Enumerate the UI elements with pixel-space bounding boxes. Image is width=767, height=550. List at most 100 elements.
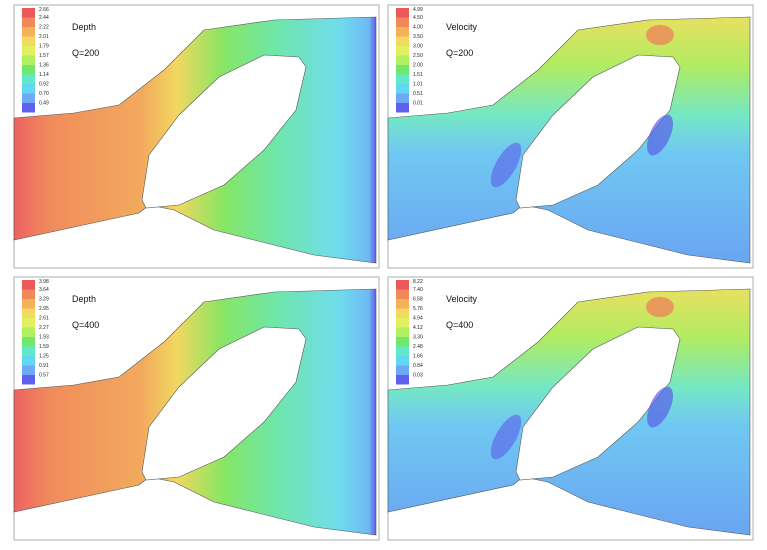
legend-label: 4.00 bbox=[413, 24, 423, 30]
panel-label: Q=400 bbox=[72, 320, 99, 330]
legend-swatch bbox=[22, 103, 35, 113]
legend-swatch bbox=[396, 103, 409, 113]
legend-label: 2.66 bbox=[39, 7, 49, 13]
legend-label: 4.12 bbox=[413, 325, 423, 331]
legend-label: 0.91 bbox=[39, 363, 49, 369]
legend-swatch bbox=[396, 356, 409, 366]
legend-label: 0.92 bbox=[39, 81, 49, 87]
legend-swatch bbox=[22, 375, 35, 385]
legend-label: 8.22 bbox=[413, 279, 423, 285]
legend-label: 0.03 bbox=[413, 372, 423, 378]
legend-label: 2.00 bbox=[413, 62, 423, 68]
legend-label: 1.66 bbox=[413, 353, 423, 359]
legend-label: 1.57 bbox=[39, 53, 49, 59]
legend-label: 5.76 bbox=[413, 306, 423, 312]
legend-swatch bbox=[396, 308, 409, 318]
legend-label: 1.36 bbox=[39, 62, 49, 68]
legend-label: 0.51 bbox=[413, 91, 423, 97]
panel-title: Depth bbox=[72, 294, 96, 304]
panel: 8.22 7.40 6.58 5.76 4.94 4.12 3.30 2.48 1.66 0.84… bbox=[387, 276, 754, 541]
legend-label: 6.58 bbox=[413, 296, 423, 302]
legend-swatch bbox=[396, 299, 409, 309]
panel-title: Depth bbox=[72, 22, 96, 32]
legend-swatch bbox=[396, 365, 409, 375]
legend-label: 0.57 bbox=[39, 372, 49, 378]
legend-label: 1.25 bbox=[39, 353, 49, 359]
legend-label: 3.64 bbox=[39, 287, 49, 293]
legend-label: 4.50 bbox=[413, 15, 423, 21]
legend-swatch bbox=[22, 93, 35, 103]
legend-swatch bbox=[22, 299, 35, 309]
legend-swatch bbox=[396, 74, 409, 84]
legend-swatch bbox=[396, 8, 409, 18]
legend-label: 4.99 bbox=[413, 7, 423, 13]
panel: 2.66 2.44 2.22 2.01 1.79 1.57 1.36 1.14 0.92 0.70… bbox=[13, 4, 380, 269]
legend-swatch bbox=[396, 346, 409, 356]
legend-swatch bbox=[22, 36, 35, 46]
legend-swatch bbox=[22, 308, 35, 318]
legend-swatch bbox=[22, 318, 35, 328]
legend-label: 7.40 bbox=[413, 287, 423, 293]
legend-label: 2.61 bbox=[39, 315, 49, 321]
legend-label: 0.84 bbox=[413, 363, 423, 369]
legend-label: 2.01 bbox=[39, 34, 49, 40]
low-velocity-zone bbox=[490, 142, 522, 188]
legend-swatch bbox=[396, 327, 409, 337]
legend-label: 0.70 bbox=[39, 91, 49, 97]
legend-swatch bbox=[22, 289, 35, 299]
legend-label: 1.59 bbox=[39, 344, 49, 350]
legend-label: 1.01 bbox=[413, 81, 423, 87]
legend-label: 2.44 bbox=[39, 15, 49, 21]
legend-swatch bbox=[22, 27, 35, 37]
legend-swatch bbox=[22, 327, 35, 337]
legend-label: 2.22 bbox=[39, 24, 49, 30]
legend-swatch bbox=[22, 84, 35, 94]
legend-label: 0.01 bbox=[413, 100, 423, 106]
legend-swatch bbox=[396, 280, 409, 290]
high-velocity-zone bbox=[646, 25, 674, 45]
legend-label: 3.30 bbox=[413, 334, 423, 340]
legend-swatch bbox=[396, 27, 409, 37]
legend-swatch bbox=[22, 74, 35, 84]
legend-swatch bbox=[22, 17, 35, 27]
legend-swatch bbox=[22, 346, 35, 356]
legend-swatch bbox=[22, 337, 35, 347]
legend-swatch bbox=[22, 365, 35, 375]
legend-swatch bbox=[396, 84, 409, 94]
legend-swatch bbox=[22, 46, 35, 56]
panel-title: Velocity bbox=[446, 294, 478, 304]
legend-label: 2.95 bbox=[39, 306, 49, 312]
legend-label: 1.93 bbox=[39, 334, 49, 340]
legend-swatch bbox=[22, 8, 35, 18]
legend-swatch bbox=[22, 65, 35, 75]
legend-label: 2.50 bbox=[413, 53, 423, 59]
legend-label: 3.50 bbox=[413, 34, 423, 40]
panel-label: Q=200 bbox=[446, 48, 473, 58]
legend-label: 3.29 bbox=[39, 296, 49, 302]
panel: 4.99 4.50 4.00 3.50 3.00 2.50 2.00 1.51 1.01 0.51… bbox=[387, 4, 754, 269]
legend-label: 2.48 bbox=[413, 344, 423, 350]
low-velocity-zone bbox=[647, 114, 673, 156]
legend-swatch bbox=[396, 55, 409, 65]
panel-label: Q=400 bbox=[446, 320, 473, 330]
legend-swatch bbox=[396, 65, 409, 75]
legend-swatch bbox=[396, 337, 409, 347]
legend-swatch bbox=[22, 356, 35, 366]
legend-label: 2.27 bbox=[39, 325, 49, 331]
legend-swatch bbox=[396, 318, 409, 328]
legend-swatch bbox=[22, 280, 35, 290]
panel-label: Q=200 bbox=[72, 48, 99, 58]
panel: 3.98 3.64 3.29 2.95 2.61 2.27 1.93 1.59 1.25 0.91… bbox=[13, 276, 380, 541]
low-velocity-zone bbox=[490, 414, 522, 460]
legend-label: 1.51 bbox=[413, 72, 423, 78]
legend-swatch bbox=[22, 55, 35, 65]
legend-swatch bbox=[396, 289, 409, 299]
low-velocity-zone bbox=[647, 386, 673, 428]
legend-label: 1.79 bbox=[39, 43, 49, 49]
legend-swatch bbox=[396, 46, 409, 56]
panel-title: Velocity bbox=[446, 22, 478, 32]
legend-label: 3.98 bbox=[39, 279, 49, 285]
legend-label: 0.49 bbox=[39, 100, 49, 106]
